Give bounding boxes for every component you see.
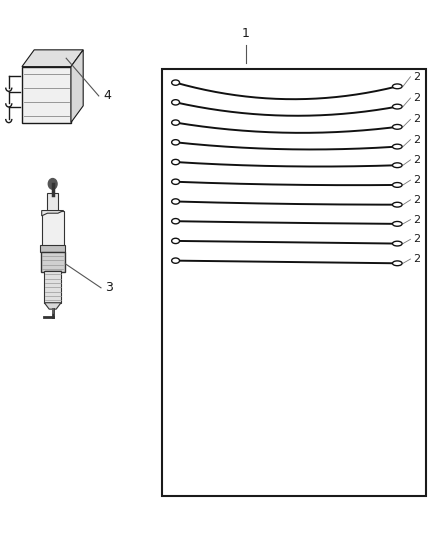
Text: 4: 4 <box>103 90 111 102</box>
Polygon shape <box>71 50 83 123</box>
Bar <box>44 271 61 303</box>
Bar <box>47 193 58 213</box>
Text: 2: 2 <box>412 215 419 224</box>
Ellipse shape <box>392 261 401 266</box>
Ellipse shape <box>171 80 179 85</box>
Ellipse shape <box>171 120 179 125</box>
Text: 1: 1 <box>241 27 249 40</box>
Text: 2: 2 <box>412 235 419 244</box>
Text: 2: 2 <box>412 254 419 264</box>
Bar <box>22 67 71 123</box>
Text: 2: 2 <box>412 155 419 165</box>
Ellipse shape <box>392 84 401 88</box>
Ellipse shape <box>171 159 179 165</box>
Bar <box>40 245 65 252</box>
Text: 2: 2 <box>412 72 419 82</box>
Text: 2: 2 <box>412 115 419 124</box>
Polygon shape <box>44 303 61 309</box>
Text: 2: 2 <box>412 135 419 144</box>
Circle shape <box>48 179 57 189</box>
Text: 2: 2 <box>412 93 419 103</box>
Ellipse shape <box>392 241 401 246</box>
Bar <box>42 211 64 248</box>
Bar <box>162 69 425 496</box>
Ellipse shape <box>392 144 401 149</box>
Ellipse shape <box>392 163 401 168</box>
Ellipse shape <box>171 199 179 204</box>
Ellipse shape <box>392 182 401 188</box>
Ellipse shape <box>171 258 179 263</box>
Text: 2: 2 <box>412 195 419 205</box>
Ellipse shape <box>171 100 179 105</box>
Ellipse shape <box>171 179 179 184</box>
Text: 2: 2 <box>412 175 419 185</box>
Ellipse shape <box>392 124 401 130</box>
Polygon shape <box>22 50 83 67</box>
Bar <box>41 252 64 272</box>
Polygon shape <box>42 211 64 216</box>
Ellipse shape <box>392 203 401 207</box>
Ellipse shape <box>171 238 179 244</box>
Ellipse shape <box>171 219 179 224</box>
Ellipse shape <box>392 222 401 227</box>
Text: 3: 3 <box>105 281 113 294</box>
Ellipse shape <box>171 140 179 145</box>
Ellipse shape <box>392 104 401 109</box>
